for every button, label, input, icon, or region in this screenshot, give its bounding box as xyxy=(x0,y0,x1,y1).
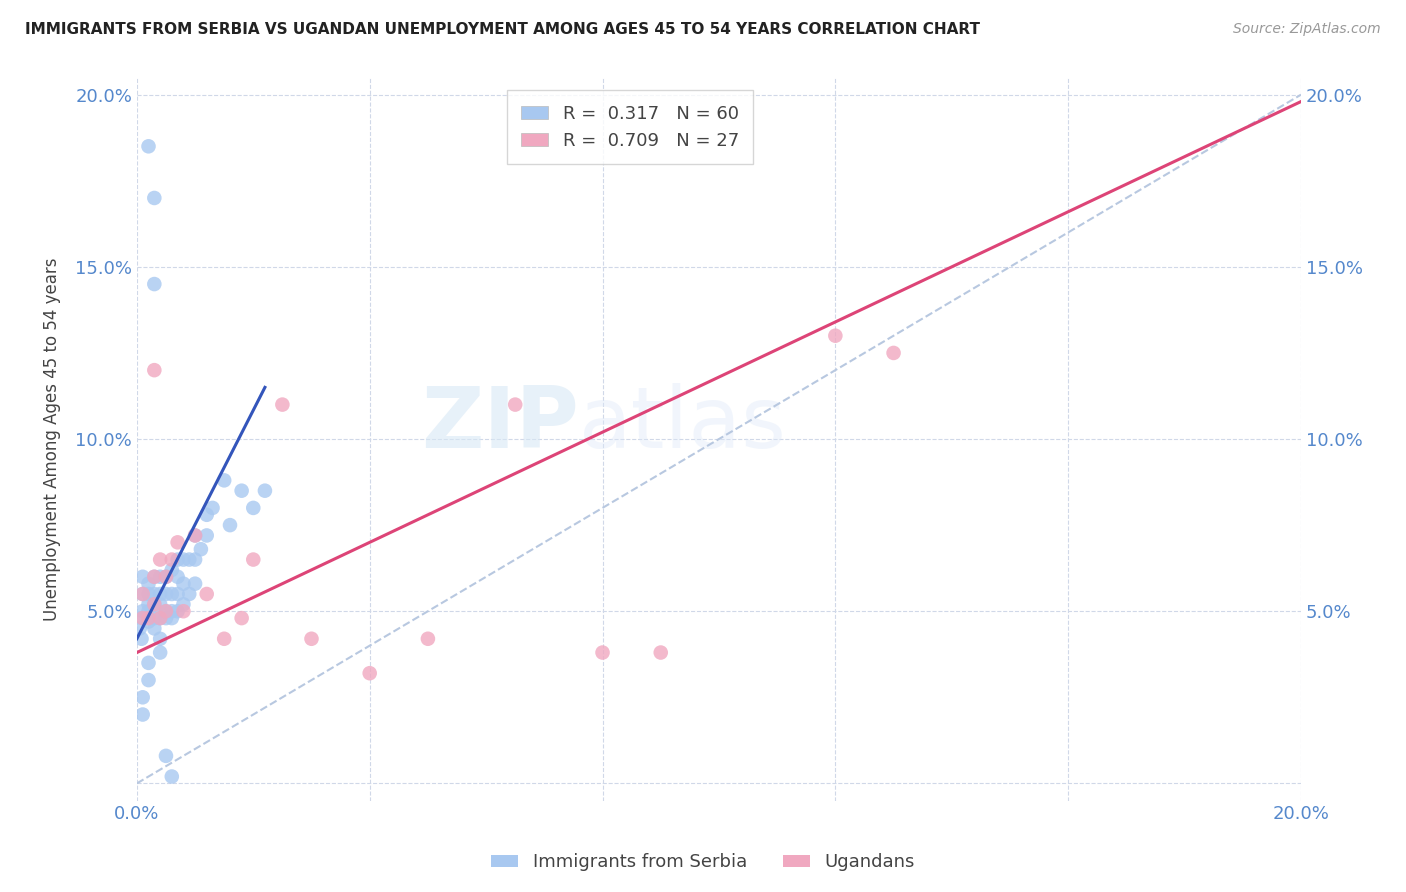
Point xyxy=(242,552,264,566)
Point xyxy=(143,191,166,205)
Point xyxy=(160,611,183,625)
Point xyxy=(160,604,183,618)
Point xyxy=(231,611,253,625)
Point xyxy=(138,611,160,625)
Point xyxy=(190,542,212,557)
Point xyxy=(172,604,194,618)
Point xyxy=(592,646,614,660)
Point xyxy=(143,597,166,611)
Point xyxy=(155,748,177,763)
Point xyxy=(138,576,160,591)
Point xyxy=(172,597,194,611)
Point xyxy=(301,632,323,646)
Point xyxy=(149,552,172,566)
Point xyxy=(149,587,172,601)
Point xyxy=(128,622,150,636)
Point xyxy=(503,398,526,412)
Point xyxy=(179,587,201,601)
Point xyxy=(212,632,235,646)
Point xyxy=(155,611,177,625)
Point xyxy=(195,508,218,522)
Point xyxy=(155,604,177,618)
Point xyxy=(212,474,235,488)
Point xyxy=(166,604,188,618)
Point xyxy=(131,587,153,601)
Point xyxy=(138,597,160,611)
Point xyxy=(143,363,166,377)
Point xyxy=(149,611,172,625)
Point xyxy=(143,597,166,611)
Point xyxy=(824,328,846,343)
Point xyxy=(149,570,172,584)
Point xyxy=(155,570,177,584)
Point xyxy=(883,346,905,360)
Point xyxy=(195,528,218,542)
Point xyxy=(166,570,188,584)
Point xyxy=(131,690,153,705)
Point xyxy=(160,552,183,566)
Point xyxy=(143,570,166,584)
Point xyxy=(219,518,242,533)
Point xyxy=(184,576,207,591)
Point xyxy=(650,646,672,660)
Point xyxy=(160,587,183,601)
Point xyxy=(160,770,183,784)
Point xyxy=(184,528,207,542)
Point xyxy=(149,597,172,611)
Point xyxy=(253,483,276,498)
Text: atlas: atlas xyxy=(579,383,787,466)
Text: Source: ZipAtlas.com: Source: ZipAtlas.com xyxy=(1233,22,1381,37)
Y-axis label: Unemployment Among Ages 45 to 54 years: Unemployment Among Ages 45 to 54 years xyxy=(44,257,60,621)
Point xyxy=(166,552,188,566)
Point xyxy=(172,552,194,566)
Point xyxy=(166,535,188,549)
Point xyxy=(201,500,224,515)
Point xyxy=(131,632,153,646)
Point xyxy=(359,666,381,681)
Point xyxy=(416,632,439,646)
Point xyxy=(271,398,294,412)
Point xyxy=(138,656,160,670)
Point xyxy=(155,570,177,584)
Point xyxy=(143,277,166,291)
Point xyxy=(166,587,188,601)
Point xyxy=(131,707,153,722)
Point xyxy=(149,646,172,660)
Point xyxy=(138,673,160,687)
Point xyxy=(184,552,207,566)
Point xyxy=(138,139,160,153)
Point xyxy=(195,587,218,601)
Point xyxy=(160,563,183,577)
Point xyxy=(155,587,177,601)
Point xyxy=(138,604,160,618)
Point xyxy=(143,587,166,601)
Point xyxy=(131,570,153,584)
Point xyxy=(184,528,207,542)
Point xyxy=(172,576,194,591)
Text: IMMIGRANTS FROM SERBIA VS UGANDAN UNEMPLOYMENT AMONG AGES 45 TO 54 YEARS CORRELA: IMMIGRANTS FROM SERBIA VS UGANDAN UNEMPL… xyxy=(25,22,980,37)
Point xyxy=(143,570,166,584)
Legend: Immigrants from Serbia, Ugandans: Immigrants from Serbia, Ugandans xyxy=(484,847,922,879)
Legend: R =  0.317   N = 60, R =  0.709   N = 27: R = 0.317 N = 60, R = 0.709 N = 27 xyxy=(506,90,754,164)
Point xyxy=(138,615,160,629)
Point xyxy=(131,587,153,601)
Point xyxy=(131,604,153,618)
Text: ZIP: ZIP xyxy=(422,383,579,466)
Point xyxy=(143,622,166,636)
Point xyxy=(131,611,153,625)
Point xyxy=(138,587,160,601)
Point xyxy=(242,500,264,515)
Point xyxy=(149,632,172,646)
Point xyxy=(149,611,172,625)
Point xyxy=(231,483,253,498)
Point xyxy=(131,611,153,625)
Point xyxy=(179,552,201,566)
Point xyxy=(143,611,166,625)
Point xyxy=(155,604,177,618)
